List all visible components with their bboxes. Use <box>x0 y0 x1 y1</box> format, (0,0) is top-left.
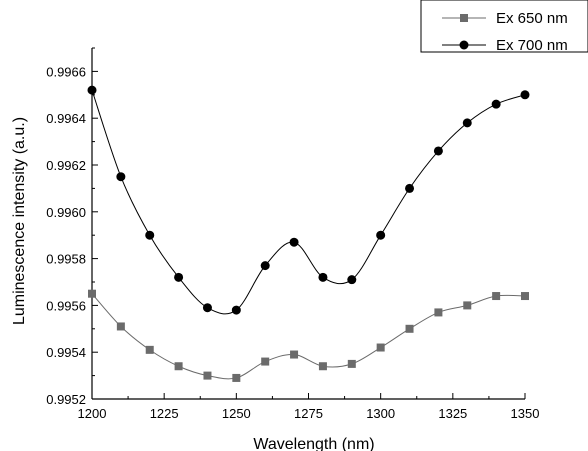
data-point-square <box>145 345 154 354</box>
data-point-square <box>232 373 241 382</box>
data-point-circle <box>174 272 184 282</box>
y-tick-label: 0.9956 <box>46 298 86 313</box>
y-tick-label: 0.9958 <box>46 252 86 267</box>
x-tick-label: 1300 <box>366 406 395 421</box>
legend-label-ex-700: Ex 700 nm <box>496 37 568 54</box>
y-tick-label: 0.9952 <box>46 392 86 407</box>
y-tick-label: 0.9960 <box>46 205 86 220</box>
x-axis-title: Wavelength (nm) <box>253 436 374 451</box>
data-point-square <box>347 359 356 368</box>
legend-marker-ex-650 <box>460 14 468 22</box>
data-point-circle <box>260 261 270 271</box>
data-point-square <box>116 322 125 331</box>
data-point-circle <box>87 85 97 95</box>
data-point-circle <box>231 305 241 315</box>
data-point-circle <box>462 118 472 128</box>
data-point-circle <box>520 90 530 100</box>
data-point-square <box>463 301 472 310</box>
legend-label-ex-650: Ex 650 nm <box>496 10 568 27</box>
legend-box <box>420 0 588 53</box>
series-line-1 <box>91 293 526 380</box>
data-point-square <box>261 357 270 366</box>
y-tick-label: 0.9966 <box>46 64 86 79</box>
series-line-2 <box>91 89 526 315</box>
data-point-square <box>492 292 501 301</box>
legend-marker-ex-700 <box>459 40 469 50</box>
data-point-circle <box>116 172 126 182</box>
curves <box>91 89 526 380</box>
data-point-square <box>203 371 212 380</box>
data-point-circle <box>289 237 299 247</box>
data-point-circle <box>347 275 357 285</box>
x-tick-label: 1250 <box>222 406 251 421</box>
data-point-square <box>88 289 96 298</box>
x-tick-label: 1350 <box>511 406 540 421</box>
y-tick-label: 0.9954 <box>46 345 86 360</box>
x-tick-label: 1225 <box>150 406 179 421</box>
data-point-square <box>405 324 414 333</box>
data-point-square <box>376 343 385 352</box>
legend-item-ex-700: Ex 700 nm <box>442 37 568 54</box>
x-tick-label: 1200 <box>78 406 107 421</box>
y-axis-title: Luminescence intensity (a.u.) <box>11 117 28 325</box>
data-point-circle <box>491 99 501 109</box>
data-point-square <box>434 308 443 317</box>
legend-item-ex-650: Ex 650 nm <box>442 10 568 27</box>
data-point-circle <box>405 183 415 193</box>
axes: 1200 1225 1250 1275 1300 1325 1350 0.9952 0.9954… <box>46 47 540 421</box>
data-point-circle <box>376 230 386 240</box>
data-point-square <box>318 362 327 371</box>
x-tick-label: 1275 <box>294 406 323 421</box>
markers <box>87 85 530 382</box>
y-tick-label: 0.9962 <box>46 158 86 173</box>
data-point-circle <box>318 272 328 282</box>
y-tick-label: 0.9964 <box>46 111 86 126</box>
data-point-circle <box>433 146 443 156</box>
data-point-square <box>174 362 183 371</box>
legend: Ex 650 nm Ex 700 nm <box>420 0 588 54</box>
data-point-circle <box>145 230 155 240</box>
data-point-square <box>290 350 299 359</box>
data-point-square <box>521 292 529 301</box>
data-point-circle <box>202 303 212 313</box>
x-tick-label: 1325 <box>438 406 467 421</box>
